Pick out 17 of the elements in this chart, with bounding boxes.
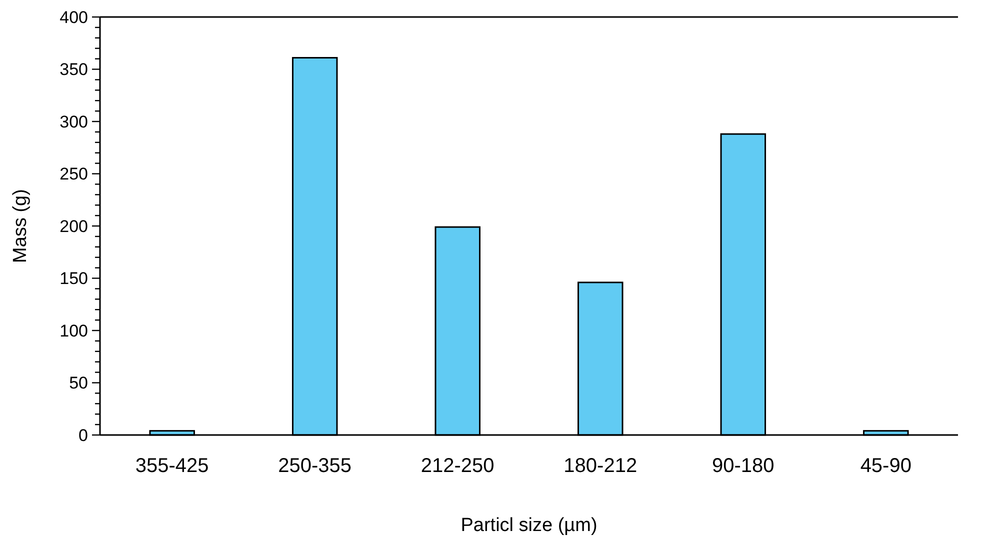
y-tick-label: 250 bbox=[60, 164, 88, 184]
y-tick-label: 350 bbox=[60, 60, 88, 80]
y-tick-label: 150 bbox=[60, 269, 88, 288]
x-tick-label: 355-425 bbox=[135, 455, 209, 477]
y-tick-label: 300 bbox=[60, 112, 88, 132]
x-axis-title: Particl size (µm) bbox=[460, 515, 598, 536]
x-tick-label: 180-212 bbox=[564, 455, 638, 477]
x-tick-label: 250-355 bbox=[278, 455, 352, 477]
x-tick-label: 90-180 bbox=[712, 455, 774, 477]
x-tick-label: 212-250 bbox=[420, 455, 494, 477]
y-tick-label: 100 bbox=[60, 321, 88, 340]
y-axis-title: Mass (g) bbox=[10, 189, 31, 263]
y-tick-label: 0 bbox=[78, 426, 88, 445]
x-tick-label: 45-90 bbox=[860, 455, 912, 477]
y-tick-label: 50 bbox=[69, 374, 88, 393]
y-tick-label: 400 bbox=[60, 8, 88, 27]
y-tick-label: 200 bbox=[60, 216, 88, 236]
